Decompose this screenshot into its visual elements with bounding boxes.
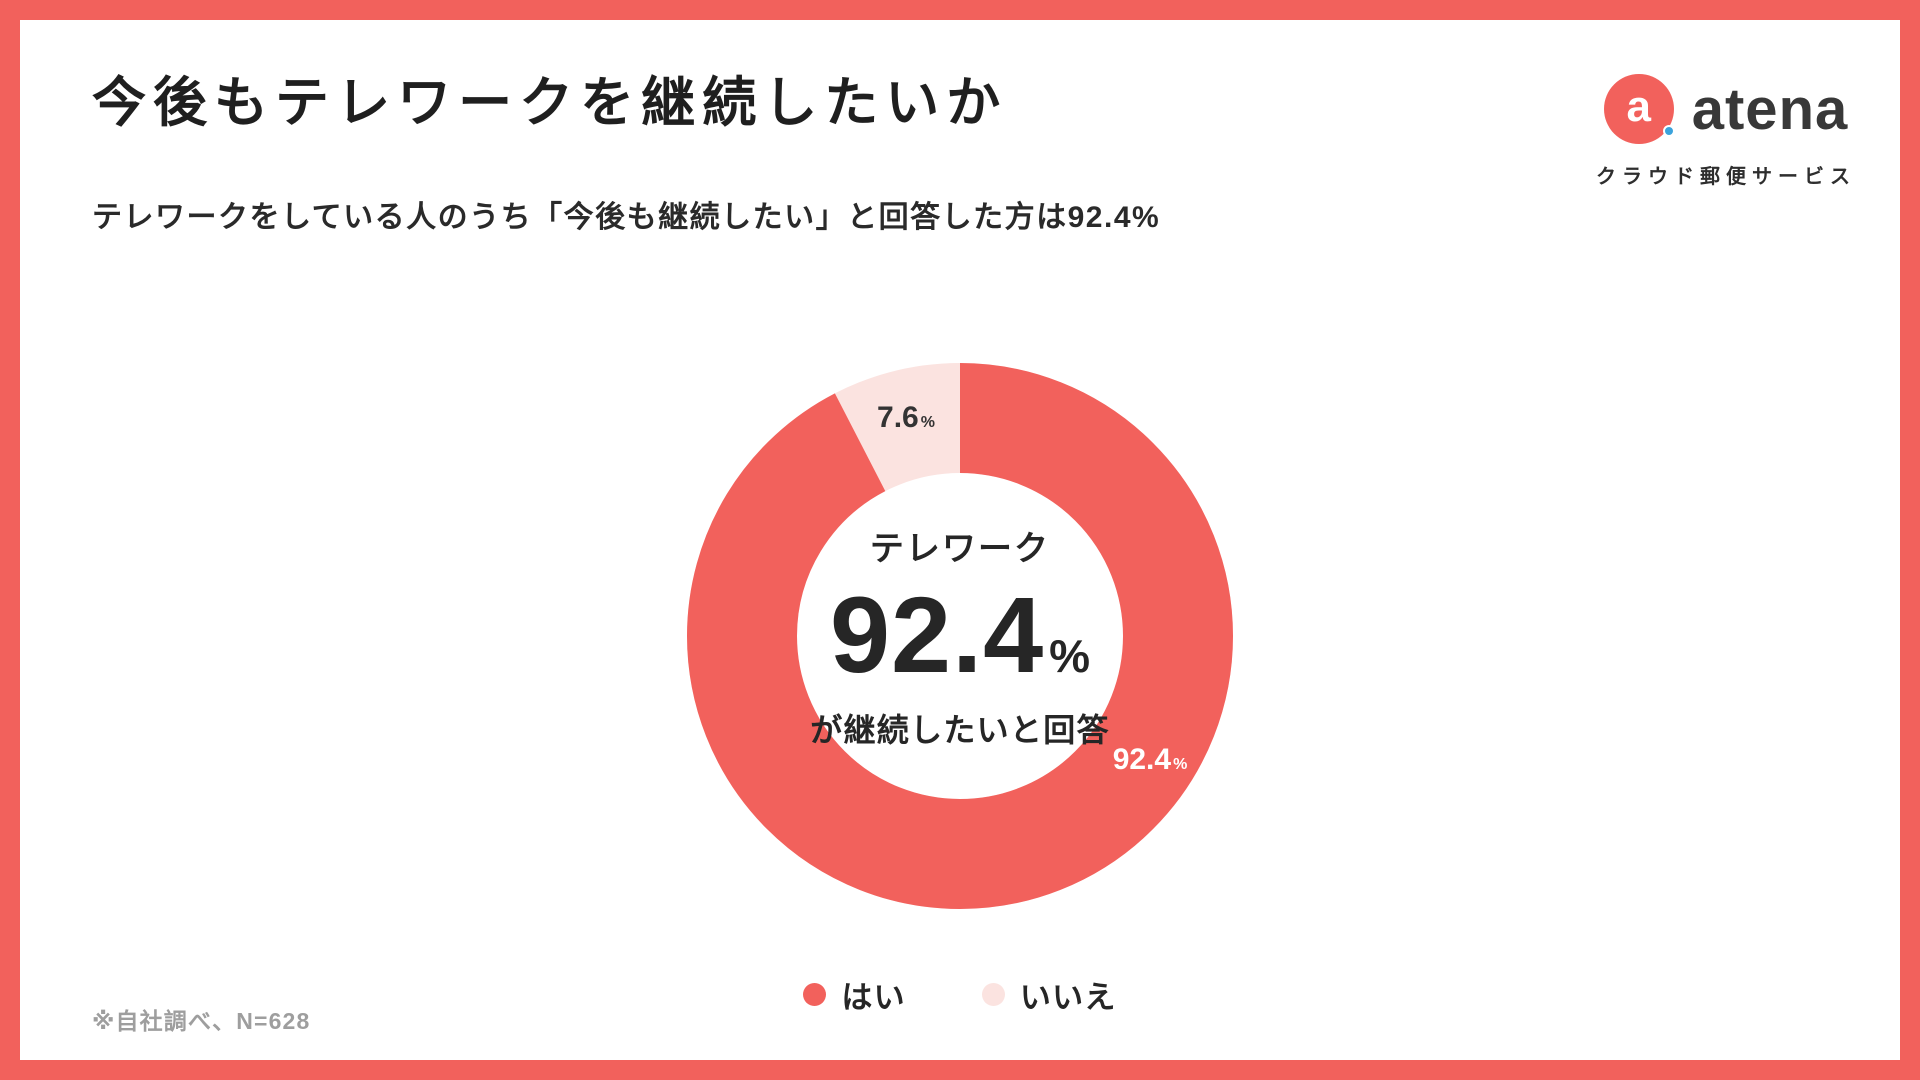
subtitle-text: テレワークをしている人のうち「今後も継続したい」と回答した方は: [92, 201, 1068, 235]
chart-legend: はい いいえ: [20, 972, 1900, 1017]
slice-label-yes-value: 92.4: [1112, 743, 1172, 776]
subtitle-highlight: 92.4%: [1067, 201, 1161, 235]
page-subtitle: テレワークをしている人のうち「今後も継続したい」と回答した方は92.4%: [92, 192, 1160, 236]
brand-tagline: クラウド郵便サービス: [1596, 166, 1856, 188]
legend-label: はい: [841, 980, 906, 1015]
slice-label-no-value: 7.6: [877, 401, 919, 434]
center-value: 92.4: [829, 574, 1045, 695]
atena-logo-icon: a: [1603, 74, 1675, 144]
center-label-bottom: が継続したいと回答: [810, 712, 1110, 748]
footnote: ※自社調べ、N=628: [92, 1008, 311, 1034]
logo-letter: a: [1626, 82, 1651, 131]
slice-label-no-unit: %: [920, 414, 935, 431]
center-label-top: テレワーク: [869, 530, 1051, 568]
brand-logo: a atena クラウド郵便サービス: [1596, 74, 1856, 189]
slice-label-yes-unit: %: [1173, 756, 1188, 773]
legend-swatch: [803, 983, 827, 1006]
legend-item-no: いいえ: [981, 972, 1117, 1017]
slice-label-no: 7.6 %: [877, 401, 935, 435]
header: 今後もテレワークを継続したいか テレワークをしている人のうち「今後も継続したい」…: [92, 72, 1160, 236]
legend-swatch: [981, 983, 1005, 1006]
legend-label: いいえ: [1019, 980, 1117, 1015]
donut-chart: 7.6 % 92.4 % テレワーク 92.4 % が継続したいと回答: [680, 356, 1240, 916]
page-title: 今後もテレワークを継続したいか: [92, 73, 1008, 133]
logo-blue-dot-icon: [1662, 125, 1675, 137]
slice-label-yes: 92.4 %: [1113, 743, 1188, 777]
center-value-row: 92.4 %: [830, 572, 1090, 697]
brand-logo-row: a atena: [1603, 74, 1849, 144]
donut-chart-svg: [687, 363, 1233, 909]
brand-name: atena: [1691, 76, 1849, 142]
legend-item-yes: はい: [803, 972, 905, 1017]
center-unit: %: [1049, 630, 1091, 682]
donut-slice-yes: [687, 363, 1233, 909]
donut-center-label: テレワーク 92.4 % が継続したいと回答: [680, 356, 1240, 916]
